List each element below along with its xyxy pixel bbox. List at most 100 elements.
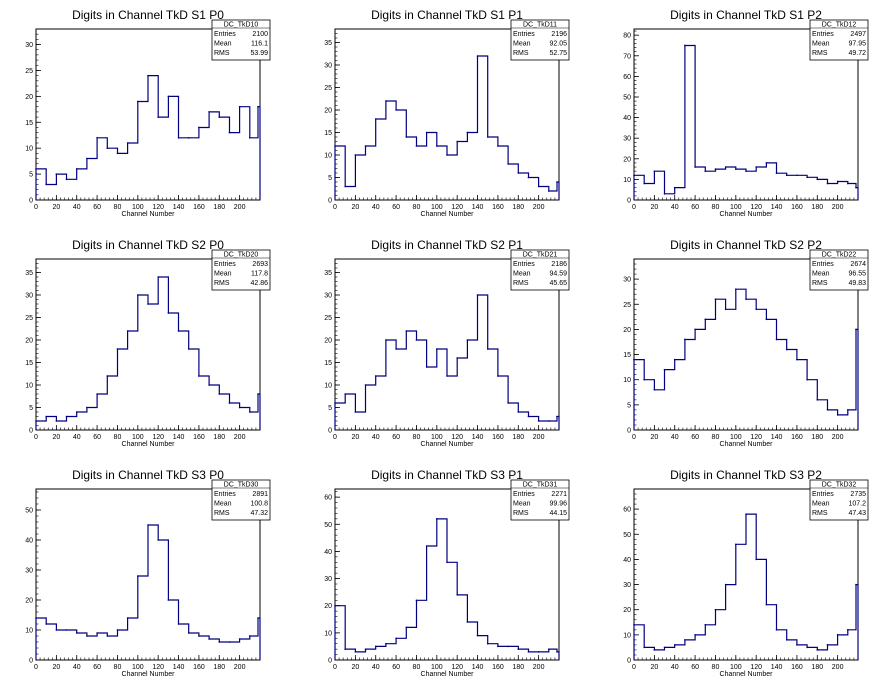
x-tick-label: 60: [392, 204, 400, 211]
x-tick-label: 120: [152, 204, 164, 211]
stats-entries-label: Entries: [513, 491, 535, 498]
stats-entries-label: Entries: [812, 491, 834, 498]
histogram-bin: [257, 393, 259, 395]
x-tick-label: 40: [671, 664, 679, 671]
histogram-bin: [126, 617, 129, 619]
histogram-bin: [415, 145, 418, 147]
x-tick-label: 180: [811, 434, 823, 441]
stats-entries-value: 2196: [551, 31, 567, 38]
histogram-bin: [228, 131, 231, 134]
x-tick-label: 60: [392, 664, 400, 671]
stats-rms-value: 44.15: [549, 510, 567, 517]
x-tick-label: 100: [132, 664, 144, 671]
histogram-bin: [106, 635, 109, 637]
stats-mean-value: 116.1: [251, 41, 268, 48]
stats-rms-label: RMS: [214, 50, 230, 57]
x-tick-label: 80: [712, 204, 720, 211]
y-tick-label: 25: [324, 85, 332, 92]
histogram-bin: [765, 318, 768, 321]
y-tick-label: 10: [25, 383, 33, 390]
stats-mean-label: Mean: [513, 41, 531, 48]
x-tick-label: 0: [34, 434, 38, 441]
histogram-bin: [167, 95, 170, 98]
y-tick-label: 20: [25, 598, 33, 605]
x-tick-label: 200: [832, 434, 844, 441]
chart-title: Digits in Channel TkD S3 P1: [371, 468, 523, 482]
y-tick-label: 5: [627, 402, 631, 409]
histogram-bin: [374, 645, 377, 648]
histogram-bin: [643, 378, 645, 381]
x-tick-label: 40: [73, 664, 81, 671]
stats-rms-label: RMS: [513, 510, 529, 517]
stats-mean-value: 96.55: [848, 271, 866, 278]
histogram-bin: [45, 415, 47, 418]
histogram-bin: [167, 599, 170, 601]
y-tick-label: 5: [328, 175, 332, 182]
x-tick-label: 200: [832, 204, 844, 211]
histogram-bin: [385, 339, 387, 341]
stats-name: DC_TkD20: [224, 252, 259, 259]
histogram-bin: [486, 642, 489, 645]
histogram-bin: [643, 646, 645, 649]
histogram-bin: [806, 646, 808, 649]
histogram-bin: [405, 136, 408, 138]
histogram-bin: [116, 152, 119, 155]
histogram-bin: [537, 185, 540, 188]
x-tick-label: 80: [114, 664, 122, 671]
histogram-bin: [476, 55, 479, 57]
histogram-bin: [724, 583, 727, 586]
histogram-bin: [446, 561, 448, 564]
histogram-bin: [354, 651, 357, 653]
histogram-bin: [735, 168, 737, 170]
y-tick-label: 50: [25, 508, 33, 515]
y-tick-label: 35: [324, 40, 332, 47]
histogram-bin: [724, 308, 727, 311]
x-tick-label: 140: [173, 434, 185, 441]
y-tick-label: 15: [623, 352, 631, 359]
histogram-bin: [198, 126, 200, 129]
histogram-bin: [395, 348, 397, 350]
histogram-bin: [735, 543, 737, 546]
x-axis-label: Channel Number: [122, 671, 176, 678]
y-tick-label: 25: [25, 315, 33, 322]
x-tick-label: 140: [472, 204, 484, 211]
histogram-bin: [476, 294, 479, 296]
histogram-bin: [673, 644, 676, 646]
y-tick-label: 10: [25, 628, 33, 635]
x-tick-label: 60: [93, 434, 101, 441]
histogram-bin: [344, 185, 346, 188]
stats-entries-label: Entries: [513, 31, 535, 38]
histogram-bin: [147, 524, 149, 526]
stats-rms-value: 49.72: [848, 50, 866, 57]
histogram-bin: [497, 645, 499, 648]
histogram-bin: [137, 575, 139, 577]
stats-box: [809, 249, 869, 291]
y-tick-label: 0: [627, 198, 631, 205]
x-axis-label: Channel Number: [421, 211, 475, 218]
histogram-bin: [816, 649, 819, 651]
histogram-bin: [826, 644, 829, 646]
y-tick-label: 15: [25, 120, 33, 127]
x-tick-label: 80: [712, 434, 720, 441]
y-tick-label: 10: [324, 383, 332, 390]
histogram-bin: [425, 366, 428, 368]
histogram-bin: [187, 348, 190, 350]
histogram-bin: [714, 298, 717, 301]
x-tick-label: 180: [811, 664, 823, 671]
histogram-bin: [198, 375, 200, 377]
histogram-bin: [633, 174, 635, 177]
y-tick-label: 20: [324, 108, 332, 115]
histogram-bin: [425, 131, 428, 134]
y-tick-label: 0: [328, 658, 332, 665]
y-tick-label: 60: [623, 507, 631, 514]
x-tick-label: 140: [173, 204, 185, 211]
histogram-bin: [847, 409, 849, 411]
histogram-bin: [775, 172, 778, 175]
histogram-bin: [344, 648, 346, 650]
stats-box: [211, 249, 271, 291]
x-tick-label: 40: [73, 434, 81, 441]
stats-box: [211, 19, 271, 61]
histogram-bin: [456, 594, 458, 596]
stats-rms-value: 47.43: [848, 510, 866, 517]
histogram-bin: [826, 409, 829, 411]
